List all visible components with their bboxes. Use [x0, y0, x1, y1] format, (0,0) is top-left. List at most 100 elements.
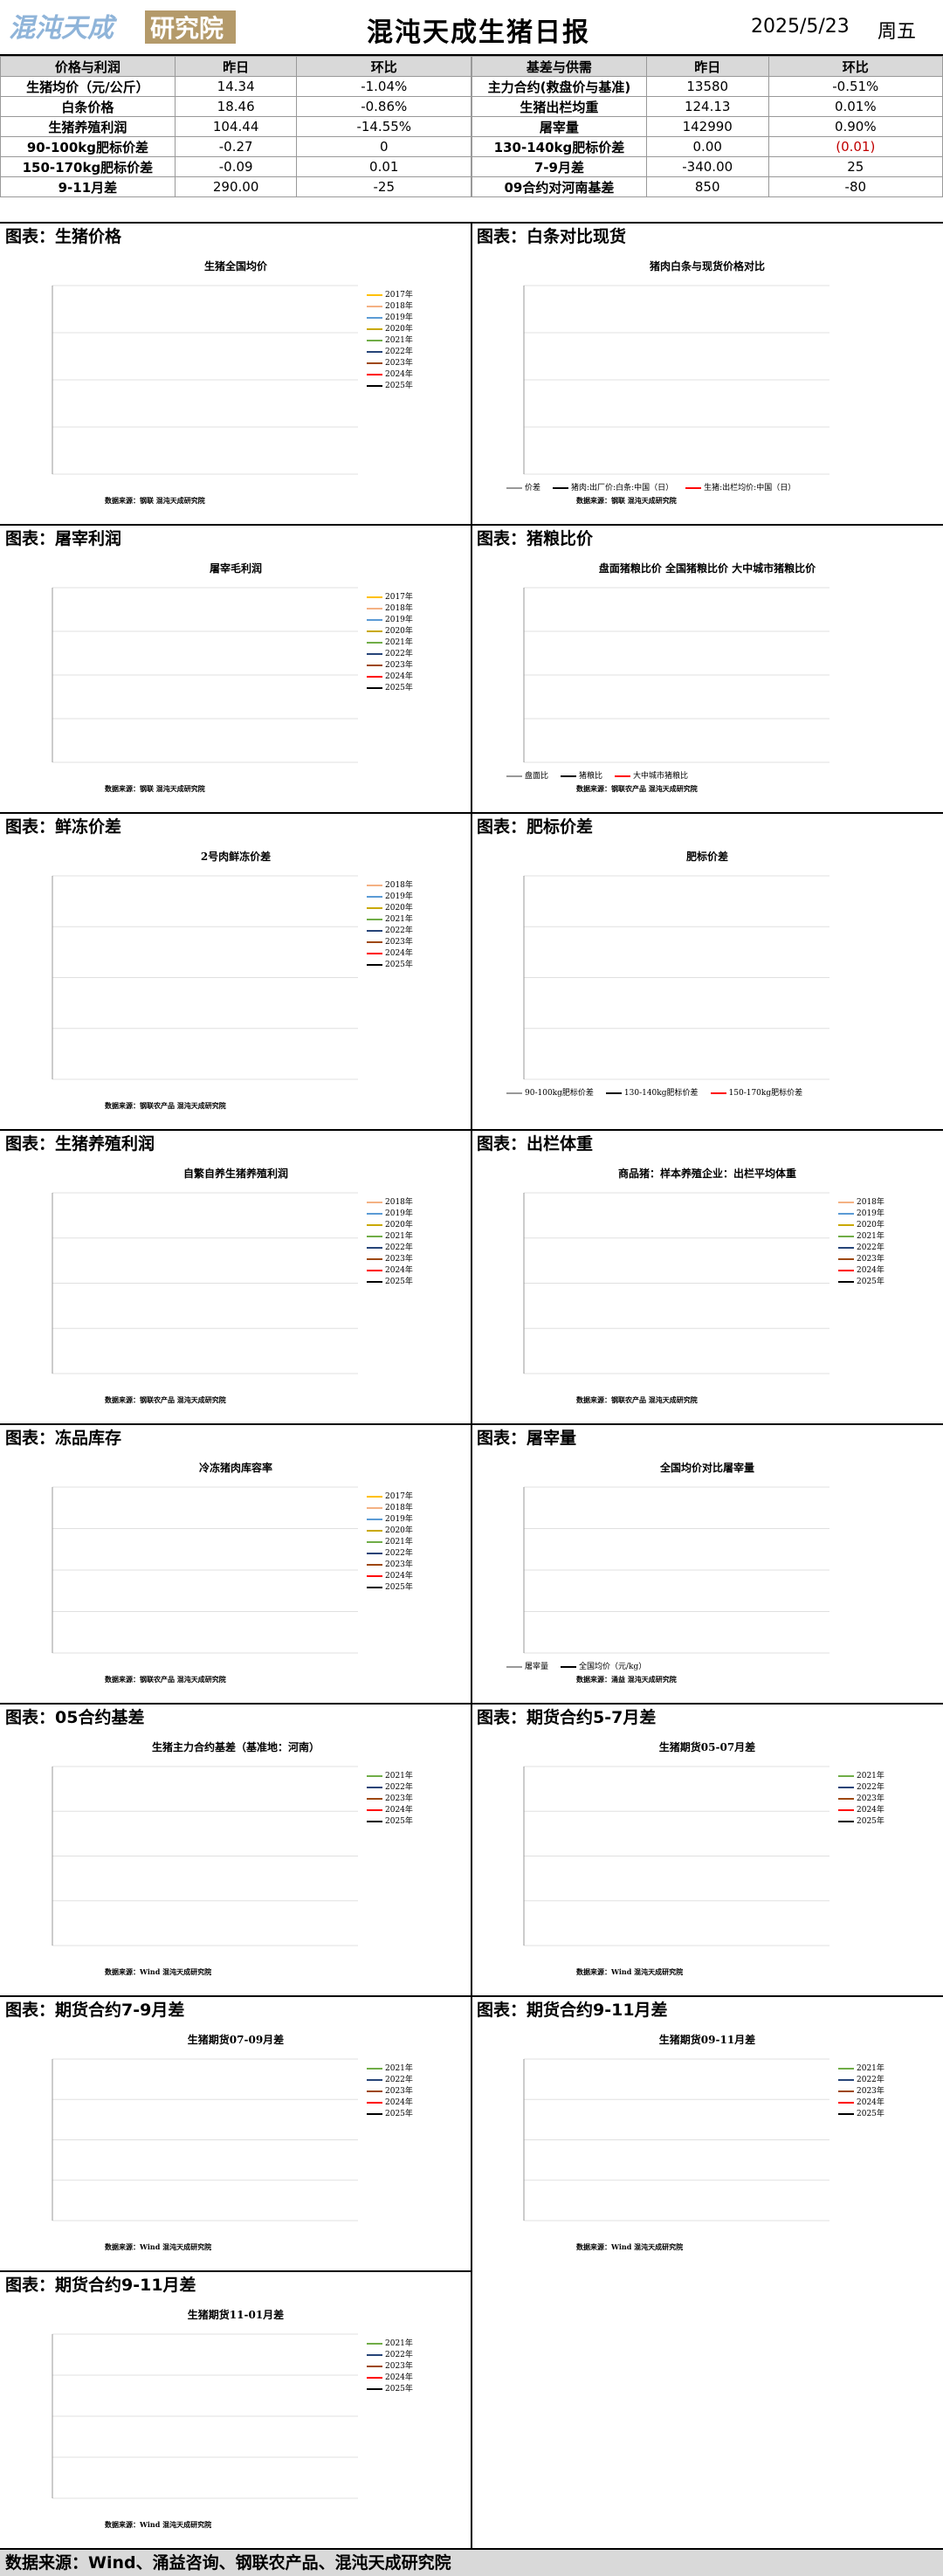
plot-area	[523, 285, 829, 475]
chart-source: 数据来源：钢联农产品 混沌天成研究院	[105, 1395, 226, 1404]
row-change: 0.01%	[767, 96, 943, 117]
plot-area	[523, 1192, 829, 1374]
legend-label: 2025年	[385, 684, 413, 692]
row-label: 生猪均价（元/公斤）	[0, 76, 176, 97]
row-label: 130-140kg肥标价差	[472, 136, 647, 157]
row-label: 90-100kg肥标价差	[0, 136, 176, 157]
legend-item: 2018年	[838, 1197, 884, 1209]
legend-item: 2020年	[367, 626, 413, 637]
chart: 生猪期货07-09月差 2021年 2022年 2023年 2024年 2025年 数据来源…	[17, 2028, 454, 2265]
section-heading: 图表：期货合约9-11月差	[477, 2001, 668, 2020]
row-value: 13580	[645, 76, 769, 97]
plot-area	[523, 1486, 829, 1654]
chart-legend: 2021年 2022年 2023年 2024年 2025年	[838, 2063, 884, 2120]
row-value: 18.46	[174, 96, 298, 117]
row-change: -0.86%	[296, 96, 472, 117]
row-value: -0.09	[174, 156, 298, 177]
legend-item: 2019年	[367, 892, 413, 903]
legend-swatch	[553, 486, 569, 489]
section-heading: 图表：屠宰利润	[5, 529, 122, 548]
chart-legend: 2018年 2019年 2020年 2021年 2022年 2023年 2024年 2025年	[838, 1197, 884, 1288]
report-date: 2025/5/23	[751, 16, 850, 38]
legend-swatch	[367, 596, 382, 598]
legend-item: 2024年	[367, 369, 413, 381]
legend-swatch	[838, 2067, 854, 2070]
chart-section: 图表：期货合约9-11月差生猪期货09-11月差 2021年 2022年 2023年 2…	[472, 1995, 943, 2270]
legend-item: 2021年	[838, 2063, 884, 2075]
legend-label: 2019年	[857, 1209, 884, 1218]
chart-title: 生猪期货09-11月差	[658, 2034, 756, 2046]
legend-item: 2018年	[367, 301, 413, 313]
row-change: 0.90%	[767, 116, 943, 137]
legend-item: 2023年	[838, 1794, 884, 1805]
legend-swatch	[367, 327, 382, 330]
chart: 生猪全国均价 2017年 2018年 2019年 2020年 2021年 2022年 2023…	[17, 255, 454, 519]
legend-label: 2017年	[385, 593, 413, 602]
legend-item: 2023年	[367, 937, 413, 948]
row-value: 290.00	[174, 176, 298, 197]
chart-section: 图表：生猪价格 生猪全国均价 2017年 2018年 2019年 2020年 2021年 20…	[0, 222, 472, 524]
chart-source: 数据来源：钢联农产品 混沌天成研究院	[105, 1675, 226, 1684]
plot-area	[523, 1766, 829, 1946]
legend-swatch	[367, 1246, 382, 1249]
chart-source: 数据来源：Wind 混沌天成研究院	[576, 1967, 684, 1976]
legend-swatch	[838, 2090, 854, 2092]
legend-label: 130-140kg肥标价差	[623, 1089, 699, 1098]
section-heading: 图表：鲜冻价差	[5, 817, 122, 837]
legend-swatch	[367, 641, 382, 644]
legend-swatch	[838, 1280, 854, 1283]
legend-item: 2021年	[367, 637, 413, 649]
table-row: 09合约对河南基差 850 -80	[472, 176, 943, 197]
legend-item: 2021年	[367, 1771, 413, 1782]
header-cell: 价格与利润	[0, 56, 176, 77]
legend-swatch	[838, 1269, 854, 1271]
legend-label: 大中城市猪粮比	[633, 772, 689, 781]
chart-legend: 屠宰量 全国均价（元/kg）	[506, 1662, 646, 1673]
legend-label: 2018年	[857, 1198, 884, 1207]
legend-item: 2024年	[367, 1265, 413, 1277]
legend-label: 2024年	[385, 1572, 413, 1581]
legend-swatch	[561, 1665, 577, 1668]
legend-swatch	[838, 1786, 854, 1788]
legend-swatch	[367, 2090, 382, 2092]
legend-item: 2025年	[367, 381, 413, 392]
legend-label: 2018年	[385, 302, 413, 311]
legend-swatch	[367, 940, 382, 943]
row-value: 142990	[645, 116, 769, 137]
legend-item: 2021年	[838, 1771, 884, 1782]
chart-title: 生猪期货05-07月差	[658, 1741, 756, 1753]
legend-label: 2024年	[857, 1806, 884, 1815]
row-label: 9-11月差	[0, 176, 176, 197]
legend-item: 2020年	[367, 324, 413, 335]
chart-source: 数据来源：Wind 混沌天成研究院	[105, 2520, 212, 2529]
legend-label: 2019年	[385, 1515, 413, 1524]
legend-item: 2025年	[367, 1582, 413, 1594]
legend-item: 盘面比	[506, 771, 548, 782]
legend-swatch	[367, 1212, 382, 1215]
legend-swatch	[838, 2112, 854, 2115]
row-change: -25	[296, 176, 472, 197]
legend-swatch	[367, 1223, 382, 1226]
chart-source: 数据来源：钢联农产品 混沌天成研究院	[576, 1395, 698, 1404]
legend-swatch	[367, 2387, 382, 2390]
legend-item: 2022年	[367, 1548, 413, 1560]
legend-item: 2017年	[367, 592, 413, 603]
header-cell: 环比	[296, 56, 472, 77]
legend-swatch	[367, 2342, 382, 2345]
plot-area	[52, 1192, 358, 1374]
chart-source: 数据来源：涌益 混沌天成研究院	[576, 1675, 677, 1684]
legend-item: 2022年	[838, 1243, 884, 1254]
legend-item: 2025年	[367, 960, 413, 971]
legend-label: 屠宰量	[525, 1663, 549, 1671]
row-change: -1.04%	[296, 76, 472, 97]
legend-label: 2022年	[385, 2351, 413, 2359]
legend-label: 2021年	[385, 336, 413, 345]
row-value: 104.44	[174, 116, 298, 137]
basis-supply-table: 基差与供需 昨日 环比 主力合约(救盘价与基准) 13580 -0.51% 生猪出栏…	[472, 56, 943, 197]
legend-label: 2025年	[857, 1278, 884, 1286]
row-label: 生猪养殖利润	[0, 116, 176, 137]
chart-source: 数据来源：钢联 混沌天成研究院	[105, 784, 205, 793]
legend-item: 全国均价（元/kg）	[561, 1662, 646, 1673]
legend-label: 盘面比	[525, 772, 549, 781]
legend-item: 大中城市猪粮比	[615, 771, 688, 782]
